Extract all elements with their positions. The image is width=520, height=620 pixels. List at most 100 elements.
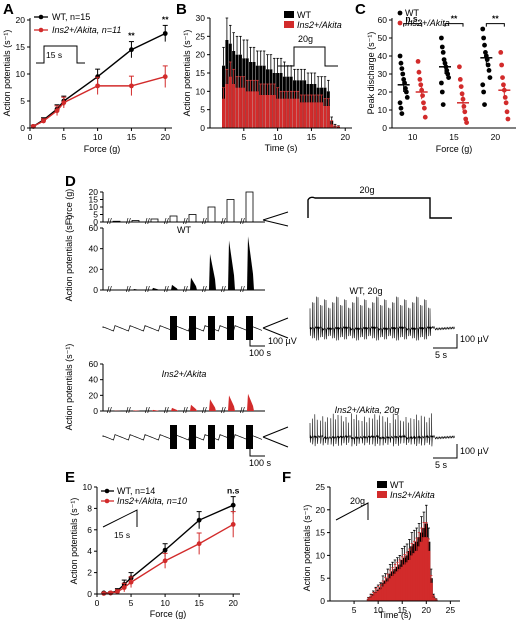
panel-b-bar-akita [259,95,263,128]
panel-b-ytick-label: 10 [196,86,206,96]
panel-c-point-wt [403,86,408,91]
panel-c-significance-label: ** [451,14,458,24]
panel-d-scale-voltage-wt-right: 100 µV [460,334,489,344]
panel-b-bar-akita [272,95,276,128]
panel-c-point-akita [464,120,469,125]
panel-c-point-akita [422,114,428,120]
panel-c-point-akita [501,82,506,88]
panel-d-force-ytick-label: 0 [93,217,98,227]
panel-d-wt-raw-burst [208,316,215,340]
panel-a-xtick-label: 10 [93,132,103,142]
panel-f-bar-akita [427,550,431,601]
panel-d-force-step [131,220,140,223]
panel-a-ytick-label: 10 [16,69,26,79]
panel-d-force-ytick-label: 10 [89,202,99,212]
panel-b-bar-akita [245,91,249,128]
panel-d-wt-rate-burst [209,253,216,290]
panel-d-wt-rate-burst [190,277,197,290]
panel-b-bar-akita [286,98,290,128]
panel-b-marks [222,17,340,129]
panel-a-ytick-label: 20 [16,15,26,25]
panel-d-akita-trace-label: Ins2+/Akita, 20g [335,405,400,415]
panel-d-force-ylabel: Force (g) [64,189,74,226]
panel-c-point-wt [440,50,446,55]
panel-d-axis-break: // [221,405,226,415]
panel-d-wt-label: WT [177,225,191,235]
panel-f-ytick-label: 25 [316,482,326,492]
panel-d-akita-zoom-trace [309,413,456,447]
panel-b-bar-akita [316,102,320,128]
panel-f-xtick-label: 15 [397,605,407,615]
panel-b-bar-akita [289,98,293,128]
panel-c-ytick-label: 0 [382,123,387,133]
panel-e-point [128,579,134,585]
panel-label-c: C [355,1,366,18]
panel-a-xtick-label: 15 [127,132,137,142]
panel-c-point-akita [504,109,510,115]
panel-d-scale-voltage-akita-right: 100 µV [460,446,489,456]
panel-c-point-wt [485,62,491,68]
panel-a-annotation: ** [128,31,135,41]
panel-d-axis-break: // [202,405,207,415]
panel-d-zoom-wedge-wt [262,317,289,339]
panel-b-bar-akita [262,95,266,128]
panel-d-wt-zoom-path [309,296,456,341]
panel-d-axis-break: // [145,284,150,294]
panel-d-force-ytick-label: 15 [89,195,99,205]
panel-e-legend-marker-wt [104,488,110,494]
panel-c-point-wt [404,95,410,100]
panel-f-bar-akita [369,597,373,601]
panel-b-bar-akita [228,76,232,128]
panel-b-bar-akita [313,102,317,128]
panel-b-bar-akita [320,102,324,128]
panel-a-ytick-label: 5 [20,96,25,106]
panel-e-xtick-label: 15 [194,598,204,608]
panel-a-ytick-label: 15 [16,42,26,52]
panel-b-bar-akita [232,84,236,128]
panel-e-ticks: 0 5 10 15 20 0 2 4 6 8 10 [83,482,239,608]
panel-c-point-akita [418,82,424,88]
panel-e-point [196,541,202,547]
panel-d-wt-rate-ytick-label: 20 [89,264,99,274]
panel-a-ytick-label: 0 [20,123,25,133]
panel-b-bar-akita [323,106,327,128]
panel-b-bar-akita [265,95,269,128]
panel-c-legend-marker-akita [397,20,403,26]
panel-d-wt-zoom-trace [309,296,456,341]
panel-d-wt-rate-burst [171,284,178,290]
panel-b-bar-akita [326,106,330,128]
panel-c-point-wt [482,102,487,107]
panel-e-ytick-label: 10 [83,482,93,492]
panel-b-ytick-label: 15 [196,68,206,78]
panel-d-wt-rate-burst [247,236,254,290]
panel-f-bar-akita [374,592,378,601]
panel-c-significance-bracket [403,23,423,27]
panel-d-force-ytick-label: 5 [93,210,98,220]
panel-f-xtick-label: 20 [422,605,432,615]
panel-d-force-steps: // // // // // // // // [107,191,254,226]
panel-d-force-step [150,218,159,223]
panel-f-bar-akita [381,586,385,601]
panel-f-legend-wt: WT [390,480,404,490]
panel-d-force-step [188,214,197,223]
panel-d-step-label: 20g [359,185,374,195]
panel-f-ytick-label: 20 [316,505,326,515]
panel-b-bar-chart: 5 10 15 20 0 5 10 15 20 25 30 Time (s) Action pote… [182,10,352,153]
panel-label-d: D [65,173,76,190]
panel-f-bar-akita [366,599,371,601]
panel-d-axis-break: // [107,284,112,294]
panel-c-point-wt [400,71,406,77]
panel-f-bar-akita [422,537,426,601]
panel-f-bar-akita [371,595,375,601]
panel-f-xtick-label: 5 [352,605,357,615]
panel-e-point [162,547,168,553]
panel-f-bar-akita [407,559,412,601]
panel-e-xtick-label: 10 [160,598,170,608]
panel-b-xtick-label: 5 [241,132,246,142]
panel-c-point-wt [480,82,486,88]
panel-f-marks [366,504,438,601]
panel-c-point-wt [481,35,487,41]
panel-b-xtick-label: 15 [307,132,317,142]
panel-b-bar-akita [222,98,226,128]
